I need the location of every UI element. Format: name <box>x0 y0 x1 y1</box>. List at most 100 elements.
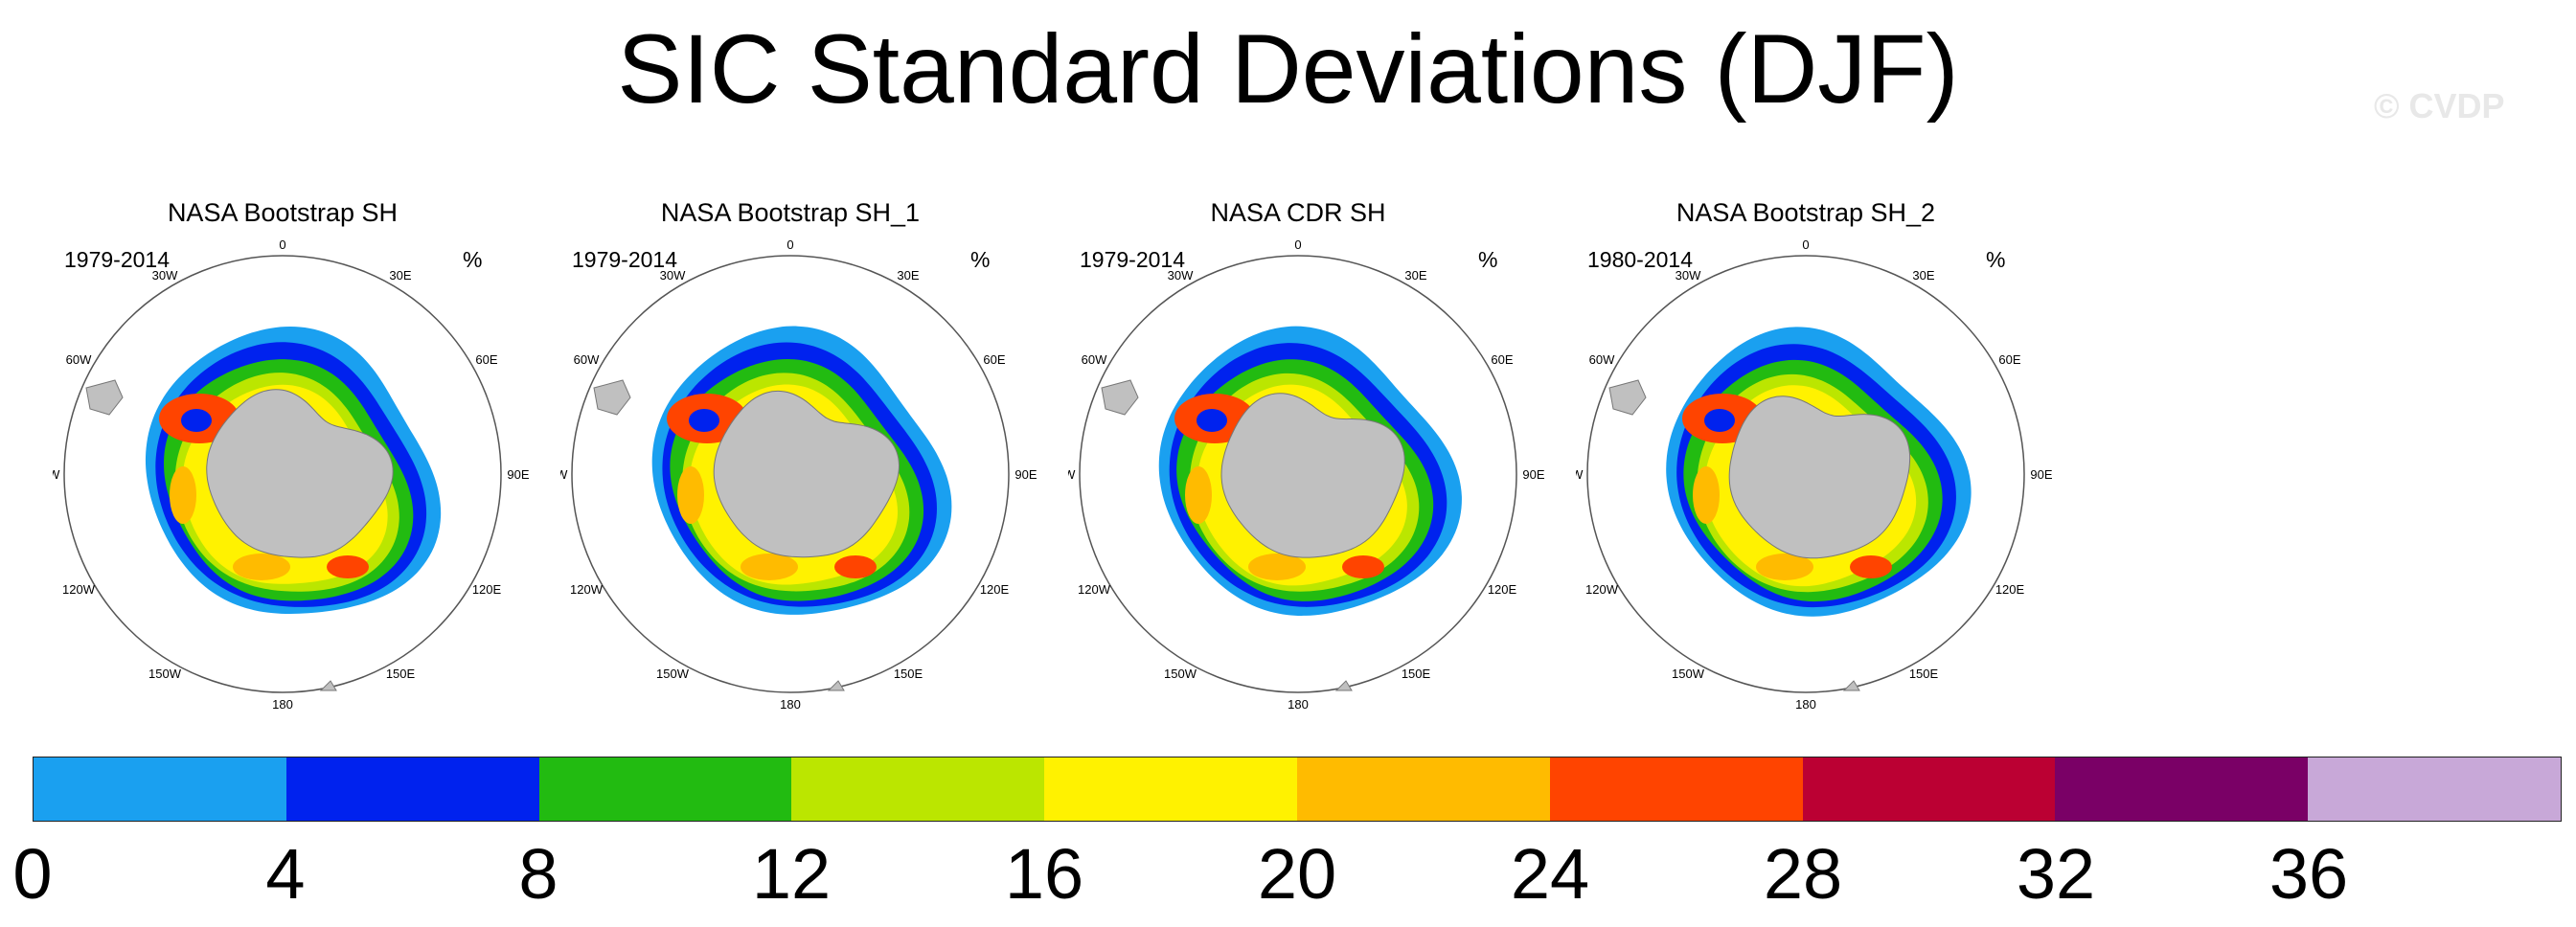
new-zealand-tip <box>1334 680 1353 691</box>
sic-hotspot-east <box>1342 555 1384 578</box>
colorbar-tick-label: 28 <box>1763 834 1843 914</box>
panel-unit: % <box>1986 247 2005 272</box>
colorbar-swatch <box>2055 757 2309 821</box>
longitude-label: 90E <box>1522 467 1544 482</box>
map-panel-2: NASA Bootstrap SH_1 1979-2014% 0 30E 60E 90E 1… <box>560 187 1059 723</box>
panel-title: NASA Bootstrap SH_1 <box>661 198 920 227</box>
map-panel-3: NASA CDR SH 1979-2014% 0 30E 60E 90E 120E 150E 1… <box>1068 187 1566 723</box>
panel-unit: % <box>1478 247 1497 272</box>
longitude-label: 120W <box>1078 582 1111 597</box>
longitude-label: 90E <box>507 467 529 482</box>
longitude-label: 0 <box>279 237 285 252</box>
colorbar-tick-label: 8 <box>518 834 559 914</box>
panel-period: 1979-2014 <box>572 247 677 272</box>
longitude-label: 120W <box>62 582 96 597</box>
longitude-label: 120E <box>980 582 1010 597</box>
colorbar-swatch <box>34 757 286 821</box>
longitude-label: 30W <box>1168 268 1194 283</box>
colorbar-swatch <box>1044 757 1297 821</box>
new-zealand-tip <box>319 680 337 691</box>
longitude-label: 150E <box>1909 667 1939 681</box>
sic-hotspot-east <box>1850 555 1892 578</box>
panel-period: 1979-2014 <box>64 247 170 272</box>
longitude-label: 150E <box>1402 667 1431 681</box>
colorbar-swatch <box>1296 757 1550 821</box>
longitude-label: 150W <box>148 667 182 681</box>
longitude-label: 90E <box>2030 467 2052 482</box>
colorbar-tick-label: 4 <box>265 834 306 914</box>
colorbar-tick-label: 36 <box>2268 834 2349 914</box>
longitude-label: 120E <box>1995 582 2025 597</box>
longitude-label: 150W <box>1672 667 1705 681</box>
longitude-label: 30E <box>1912 268 1934 283</box>
longitude-label: 180 <box>1288 697 1309 712</box>
panel-title: NASA Bootstrap SH <box>168 198 398 227</box>
longitude-label: 180 <box>272 697 293 712</box>
panel-period: 1979-2014 <box>1080 247 1185 272</box>
longitude-label: 90W <box>560 467 568 482</box>
panel-unit: % <box>463 247 482 272</box>
longitude-label: 30W <box>660 268 686 283</box>
south-america-tip <box>1101 379 1139 416</box>
colorbar-tick-label: 32 <box>2016 834 2096 914</box>
longitude-label: 150E <box>386 667 416 681</box>
antarctica-landmass <box>1728 396 1911 559</box>
longitude-label: 60E <box>1491 352 1513 367</box>
colorbar-tick-label: 12 <box>751 834 832 914</box>
longitude-label: 0 <box>1802 237 1809 252</box>
longitude-label: 60W <box>66 352 92 367</box>
colorbar-tick-label: 20 <box>1257 834 1337 914</box>
colorbar-tick-label: 24 <box>1510 834 1590 914</box>
longitude-label: 30E <box>389 268 411 283</box>
longitude-label: 0 <box>1294 237 1301 252</box>
longitude-label: 30W <box>1676 268 1701 283</box>
longitude-label: 60E <box>475 352 497 367</box>
figure-title: SIC Standard Deviations (DJF) <box>617 14 1959 124</box>
map-panel-4: NASA Bootstrap SH_2 1980-2014% 0 30E 60E 90E 1… <box>1576 187 2074 723</box>
antarctica-landmass <box>713 390 900 558</box>
longitude-label: 60E <box>983 352 1005 367</box>
sic-hotspot-ross <box>233 554 290 580</box>
longitude-label: 90E <box>1014 467 1037 482</box>
longitude-label: 120E <box>1488 582 1517 597</box>
cvdp-watermark: © CVDP <box>2374 86 2505 125</box>
longitude-label: 180 <box>780 697 801 712</box>
sic-hotspot-amundsen <box>1693 466 1720 524</box>
longitude-label: 60W <box>574 352 600 367</box>
panel-title: NASA CDR SH <box>1210 198 1385 227</box>
longitude-label: 120E <box>472 582 502 597</box>
south-america-tip <box>85 379 124 416</box>
colorbar-tick-label: 0 <box>12 834 53 914</box>
colorbar-swatch <box>285 757 539 821</box>
sic-low-patch <box>689 409 719 432</box>
longitude-label: 120W <box>1585 582 1619 597</box>
colorbar <box>33 757 2562 822</box>
new-zealand-tip <box>827 680 845 691</box>
longitude-label: 180 <box>1795 697 1816 712</box>
sic-hotspot-amundsen <box>677 466 704 524</box>
antarctica-landmass <box>206 389 394 558</box>
longitude-label: 90W <box>1576 467 1584 482</box>
colorbar-swatch <box>538 757 792 821</box>
panel-unit: % <box>970 247 990 272</box>
map-panel-1: NASA Bootstrap SH 1979-2014% 0 30E 60E 90E 120… <box>53 187 551 723</box>
longitude-label: 60W <box>1589 352 1615 367</box>
longitude-label: 30W <box>152 268 178 283</box>
longitude-label: 30E <box>897 268 919 283</box>
longitude-label: 0 <box>786 237 793 252</box>
sic-hotspot-east <box>834 555 877 578</box>
sic-low-patch <box>1704 409 1735 432</box>
longitude-label: 90W <box>1068 467 1076 482</box>
sic-hotspot-ross <box>1756 554 1813 580</box>
longitude-label: 120W <box>570 582 604 597</box>
longitude-label: 150W <box>1164 667 1197 681</box>
sic-hotspot-east <box>327 555 369 578</box>
antarctica-landmass <box>1220 393 1405 558</box>
sic-hotspot-ross <box>1248 554 1306 580</box>
south-america-tip <box>593 379 631 416</box>
sic-low-patch <box>181 409 212 432</box>
sic-hotspot-amundsen <box>170 466 196 524</box>
panel-period: 1980-2014 <box>1587 247 1693 272</box>
longitude-label: 150E <box>894 667 923 681</box>
south-america-tip <box>1608 379 1647 416</box>
